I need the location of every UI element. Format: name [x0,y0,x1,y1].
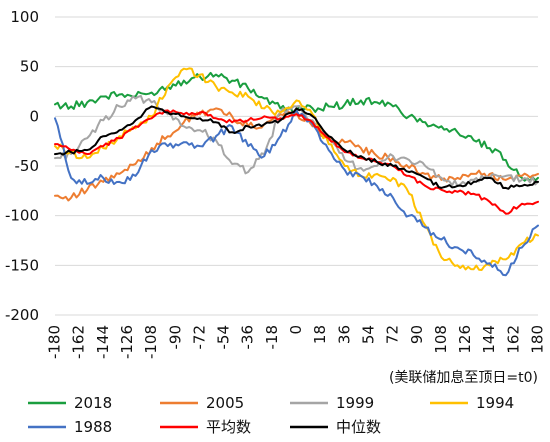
grid-layer [55,16,538,316]
x-tick-label: 126 [456,325,474,354]
x-tick-label: 0 [287,325,305,335]
x-tick-label: -54 [215,325,233,350]
legend-label-2018: 2018 [74,394,112,412]
y-tick-label: -200 [5,306,39,324]
y-tick-label: -150 [5,256,39,274]
x-tick-label: 36 [335,325,353,344]
x-tick-label: -36 [239,325,257,350]
x-axis-annotation: (美联储加息至顶日=t0) [389,369,538,386]
x-tick-label: 18 [311,325,329,344]
y-axis-tick-labels: 100 50 0 -50 -100 -150 -200 [5,8,39,324]
x-tick-label: 54 [359,325,377,344]
y-tick-label: -50 [15,157,40,175]
legend-label-平均数: 平均数 [206,418,251,436]
x-tick-label: -126 [118,325,136,359]
x-tick-label: -162 [70,325,88,359]
x-tick-label: -144 [94,325,112,359]
series-layer [54,67,539,277]
series-line-2018 [54,71,539,182]
series-line-2005 [54,107,539,202]
legend-label-2005: 2005 [206,394,244,412]
y-tick-label: -100 [5,207,39,225]
x-tick-label: -108 [142,325,160,359]
x-tick-label: -180 [46,325,64,359]
y-tick-label: 0 [29,107,39,125]
x-axis-tick-labels: -180 -162 -144 -126 -108 -90 -72 -54 -36 -18 0 18 36… [46,325,547,359]
x-tick-label: 144 [480,325,498,354]
x-tick-label: 72 [384,325,402,344]
x-tick-label: 90 [408,325,426,344]
series-line-平均数 [54,109,539,215]
x-tick-label: 180 [529,325,547,354]
x-tick-label: 162 [504,325,522,354]
legend-label-中位数: 中位数 [336,418,381,436]
x-tick-label: -72 [190,325,208,350]
legend-label-1999: 1999 [336,394,374,412]
legend: 2018 2005 1999 1994 1988 平均数 中位数 [28,394,514,436]
y-tick-label: 100 [10,8,39,26]
series-line-中位数 [54,105,539,190]
y-tick-label: 50 [20,58,39,76]
legend-label-1988: 1988 [74,418,112,436]
x-tick-label: -90 [166,325,184,350]
x-tick-label: 108 [432,325,450,354]
x-tick-label: -18 [263,325,281,350]
series-line-1994 [54,67,539,271]
series-line-1988 [54,109,539,277]
legend-label-1994: 1994 [476,394,514,412]
